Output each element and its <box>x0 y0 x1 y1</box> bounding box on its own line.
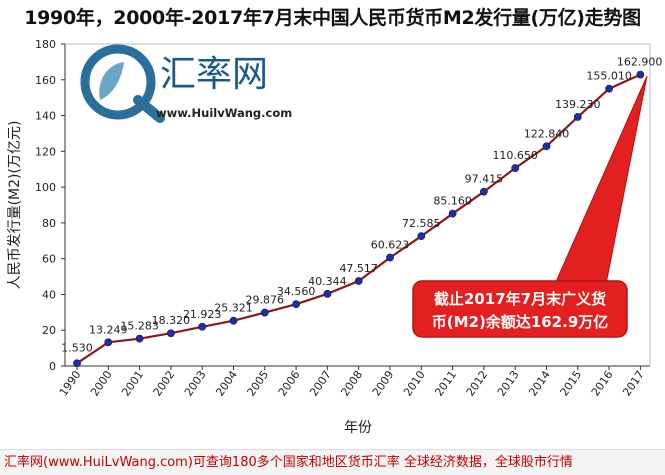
data-point <box>73 359 81 368</box>
chart-title: 1990年，2000年-2017年7月末中国人民币货币M2发行量(万亿)走势图 <box>24 7 641 29</box>
y-tick-label: 120 <box>35 145 56 158</box>
callout: 截止2017年7月末广义货 币(M2)余额达162.9万亿 <box>412 75 648 338</box>
callout-line-1: 截止2017年7月末广义货 <box>434 290 606 308</box>
data-label: 139.230 <box>555 98 601 111</box>
x-tick-label: 2013 <box>495 368 522 398</box>
x-tick-label: 2002 <box>151 368 178 398</box>
data-point <box>542 142 551 151</box>
x-tick-label: 2004 <box>213 368 240 398</box>
x-tick-label: 2012 <box>464 368 491 398</box>
y-tick-label: 100 <box>35 181 56 194</box>
y-tick-label: 0 <box>49 360 56 373</box>
data-point <box>605 84 613 93</box>
data-point <box>354 277 363 285</box>
data-label: 1.530 <box>61 341 93 354</box>
data-point <box>135 334 144 343</box>
y-tick-label: 140 <box>35 110 56 123</box>
x-tick-label: 2015 <box>558 368 585 398</box>
x-axis-label: 年份 <box>344 420 372 436</box>
x-tick-label: 2007 <box>307 368 334 398</box>
data-label: 97.415 <box>465 173 504 186</box>
data-label: 18.320 <box>152 314 191 327</box>
data-label: 13.249 <box>89 323 128 336</box>
logo-ring-icon <box>80 44 156 120</box>
data-label: 40.344 <box>308 275 347 288</box>
watermark-url: www.HuilvWang.com <box>156 106 292 120</box>
x-tick-label: 2009 <box>370 368 397 398</box>
watermark-brand: 汇率网 <box>160 54 268 95</box>
data-label: 155.010 <box>586 70 632 83</box>
x-tick-label: 1990 <box>57 368 84 398</box>
logo-leaf-icon <box>99 62 124 100</box>
x-tick-label: 2001 <box>119 368 146 398</box>
data-point <box>229 316 238 325</box>
data-point <box>636 70 645 79</box>
y-axis-label: 人民币发行量(M2)(万亿元) <box>7 121 23 290</box>
data-point <box>573 113 582 121</box>
callout-box <box>412 280 628 338</box>
x-tick-label: 2017 <box>620 368 647 398</box>
data-point <box>323 289 332 298</box>
x-tick-label: 2010 <box>401 368 428 398</box>
x-tick-label: 2014 <box>526 368 553 398</box>
data-label: 47.517 <box>339 262 378 275</box>
logo-tail-icon <box>133 95 165 123</box>
x-axis-ticks: 1990 2000 2001 2002 2003 2004 2005 2006 2007 2008… <box>57 366 647 399</box>
data-label: 122.840 <box>524 127 570 140</box>
data-label: 72.585 <box>402 217 441 230</box>
data-point <box>260 308 269 317</box>
data-label: 85.160 <box>433 195 472 208</box>
y-tick-label: 180 <box>35 38 56 51</box>
watermark-logo: 汇率网 www.HuilvWang.com <box>80 44 292 123</box>
y-axis-ticks: 0 20 40 60 80 100 120 140 160 180 <box>35 38 65 373</box>
y-tick-label: 160 <box>35 74 56 87</box>
x-tick-label: 2011 <box>432 368 459 398</box>
y-tick-label: 40 <box>42 288 56 301</box>
data-point <box>292 300 300 309</box>
data-point <box>479 187 488 196</box>
data-label: 15.283 <box>120 320 159 333</box>
data-label: 110.650 <box>492 149 538 162</box>
callout-line-2: 币(M2)余额达162.9万亿 <box>432 313 609 331</box>
plot-area <box>64 43 651 367</box>
x-tick-label: 2008 <box>338 368 365 398</box>
data-point <box>511 164 520 172</box>
data-label: 60.623 <box>371 239 410 252</box>
data-point <box>386 253 394 262</box>
data-labels: 1.530 13.24915.28318.32021.92325.32129.87… <box>61 56 662 355</box>
data-label: 25.321 <box>214 302 253 315</box>
x-tick-label: 2003 <box>182 368 209 398</box>
y-tick-label: 20 <box>42 324 56 337</box>
x-tick-label: 2000 <box>88 368 115 398</box>
data-label: 34.560 <box>277 285 316 298</box>
y-tick-label: 80 <box>42 217 56 230</box>
series-markers <box>73 70 645 368</box>
data-label: 21.923 <box>183 308 222 321</box>
x-tick-label: 2016 <box>589 368 616 398</box>
data-point <box>198 322 207 331</box>
x-tick-label: 2005 <box>245 368 272 398</box>
data-point <box>166 329 175 338</box>
footer-banner: 汇率网(www.HuiLvWang.com)可查询180多个国家和地区货币汇率 … <box>0 449 665 475</box>
data-point <box>448 209 457 218</box>
y-tick-label: 60 <box>42 253 56 266</box>
data-label: 29.876 <box>246 294 285 307</box>
data-point <box>417 232 426 241</box>
x-tick-label: 2006 <box>276 368 303 398</box>
m2-line-chart: 汇率网 www.HuilvWang.com 0 20 40 60 80 100 120 140… <box>7 38 662 436</box>
data-label: 162.900 <box>617 56 663 69</box>
data-point <box>104 338 113 347</box>
